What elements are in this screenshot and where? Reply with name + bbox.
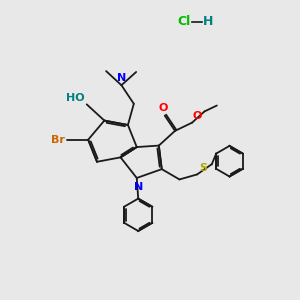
- Text: S: S: [200, 163, 208, 173]
- Text: Cl: Cl: [177, 15, 190, 28]
- Text: N: N: [134, 182, 143, 192]
- Text: N: N: [117, 73, 126, 83]
- Text: HO: HO: [66, 93, 84, 103]
- Text: H: H: [203, 15, 214, 28]
- Text: O: O: [193, 111, 202, 121]
- Text: O: O: [159, 103, 168, 113]
- Text: Br: Br: [51, 135, 65, 145]
